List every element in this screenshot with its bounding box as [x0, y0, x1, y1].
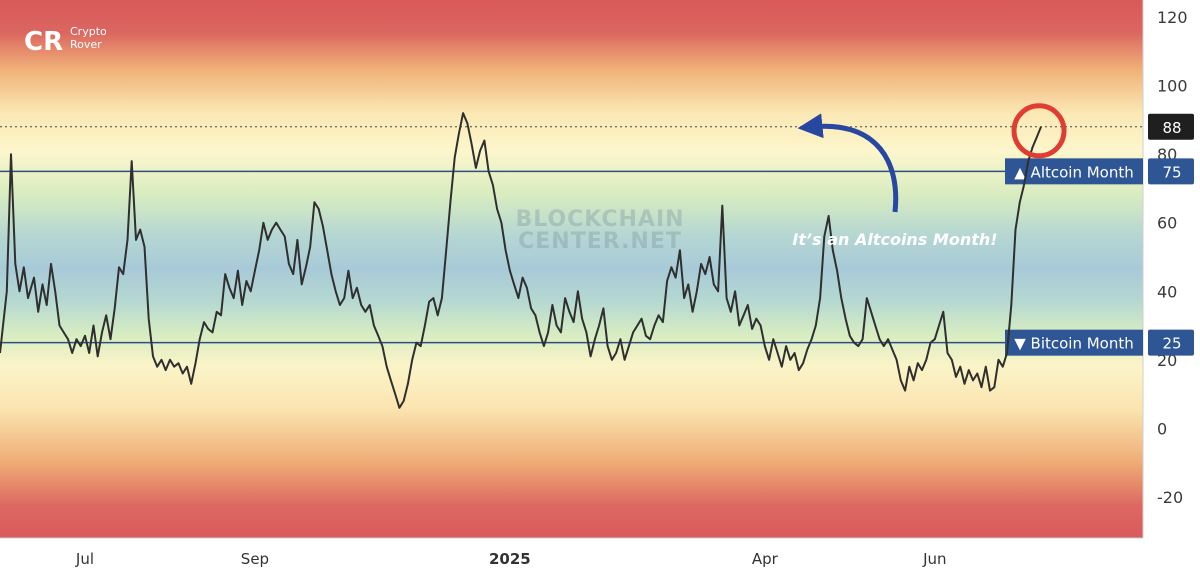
level-value-badge	[1148, 329, 1194, 356]
series-line	[0, 112, 1042, 409]
y-tick-label: -20	[1157, 488, 1183, 507]
brand-line2: Rover	[70, 38, 102, 51]
logo-mark: CR	[24, 27, 63, 57]
x-axis-panel	[0, 538, 1200, 585]
y-tick-label: 40	[1157, 282, 1177, 301]
level-value-text: 75	[1162, 163, 1181, 181]
watermark-line1: BLOCKCHAIN	[515, 207, 684, 232]
y-tick-label: 0	[1157, 419, 1167, 438]
x-tick-label: Jul	[75, 550, 94, 568]
y-tick-label: 60	[1157, 214, 1177, 233]
y-tick-label: 120	[1157, 8, 1188, 27]
x-axis-ticks: Jul Sep 2025 Apr Jun	[75, 550, 947, 568]
annotation-arrow	[797, 113, 899, 213]
current-badge-bg	[1148, 113, 1194, 140]
brand-logo: CR Crypto Rover	[24, 25, 107, 57]
highlight-circle	[1011, 103, 1067, 159]
current-value-badge: 88	[1148, 113, 1194, 140]
current-badge-text: 88	[1162, 119, 1181, 137]
level-value-text: 25	[1162, 335, 1181, 353]
level-label: ▼ Bitcoin Month	[1014, 335, 1134, 353]
x-tick-label: Apr	[752, 550, 779, 568]
x-tick-label: 2025	[489, 550, 531, 568]
level-value-badge	[1148, 158, 1194, 185]
y-axis-panel	[1143, 0, 1200, 538]
watermark-line2: CENTER.NET	[518, 229, 682, 254]
x-tick-label: Jun	[922, 550, 946, 568]
level-label-bg	[1005, 329, 1143, 356]
annotation-text: It’s an Altcoins Month!	[792, 230, 997, 249]
brand-line1: Crypto	[70, 25, 107, 38]
x-tick-label: Sep	[241, 550, 269, 568]
level-label: ▲ Altcoin Month	[1014, 163, 1134, 181]
y-tick-label: 100	[1157, 77, 1188, 96]
plot-background	[0, 0, 1143, 538]
level-lines: ▲ Altcoin Month 75 ▼ Bitcoin Month 25	[0, 158, 1194, 356]
